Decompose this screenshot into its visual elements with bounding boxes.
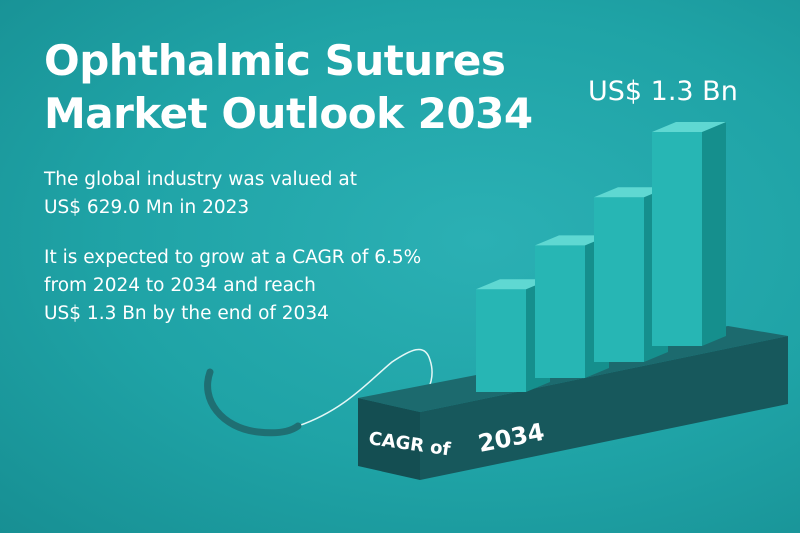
bar-front — [652, 132, 702, 346]
bar-group — [476, 122, 726, 392]
growth-line-3: US$ 1.3 Bn by the end of 2034 — [44, 303, 329, 324]
headline: Ophthalmic Sutures Market Outlook 2034 — [44, 34, 533, 140]
bar-4 — [652, 122, 726, 346]
market-value-callout: US$ 1.3 Bn — [588, 76, 738, 107]
growth-paragraph: It is expected to grow at a CAGR of 6.5%… — [44, 244, 421, 328]
growth-line-1: It is expected to grow at a CAGR of 6.5% — [44, 247, 422, 268]
platform-front — [358, 398, 420, 480]
bar-top — [476, 279, 550, 290]
valuation-line-2: US$ 629.0 Mn in 2023 — [44, 197, 250, 218]
suture-thread — [297, 348, 433, 427]
growth-line-2: from 2024 to 2034 and reach — [44, 275, 316, 296]
headline-line-1: Ophthalmic Sutures — [44, 36, 506, 85]
valuation-paragraph: The global industry was valued at US$ 62… — [44, 166, 357, 222]
bar-front — [594, 197, 644, 362]
suture-needle-icon — [204, 368, 302, 437]
bar-front — [476, 289, 526, 392]
valuation-line-1: The global industry was valued at — [44, 169, 357, 190]
headline-line-2: Market Outlook 2034 — [44, 89, 533, 138]
bar-side — [702, 122, 726, 346]
bar-top — [594, 187, 668, 198]
platform-side — [420, 336, 788, 480]
bar-front — [535, 245, 585, 378]
bar-top — [535, 235, 609, 246]
bar-top — [652, 122, 726, 132]
